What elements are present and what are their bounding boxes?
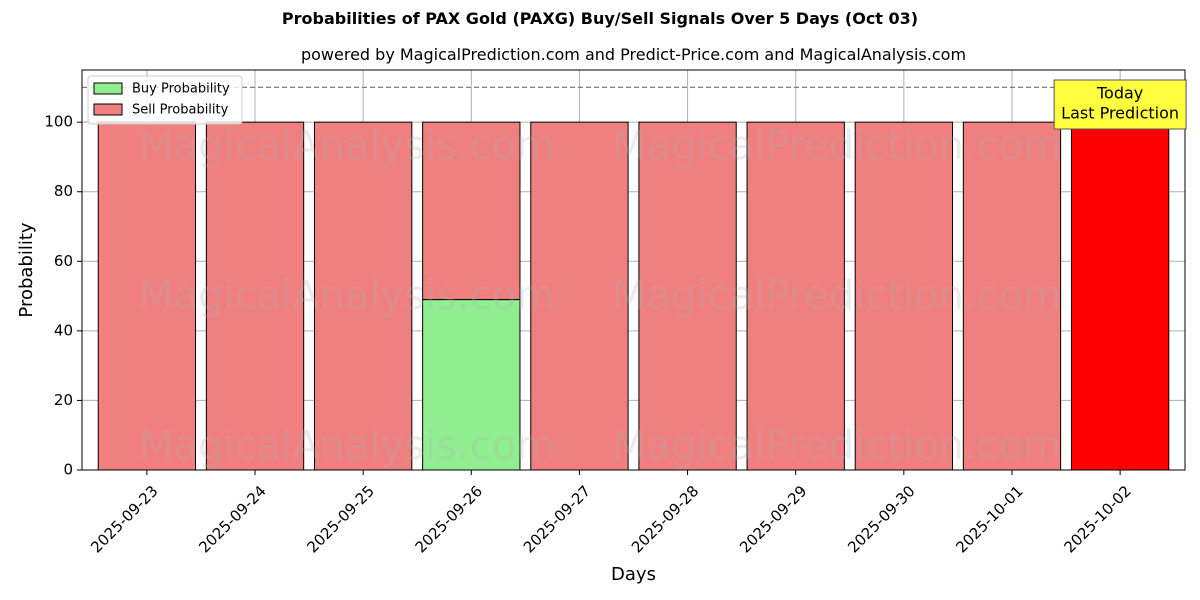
legend-swatch-buy <box>93 82 123 95</box>
y-tick-label: 80 <box>54 182 73 200</box>
x-tick-label: 2025-10-01 <box>952 482 1026 556</box>
y-tick-label: 40 <box>54 321 73 339</box>
watermark-text: MagicalAnalysis.com <box>139 423 555 469</box>
bar-sell <box>530 121 629 471</box>
plot-frame <box>81 69 1186 471</box>
bar-buy <box>422 299 521 471</box>
x-tick-label: 2025-09-25 <box>304 482 378 556</box>
bar-sell <box>1070 121 1170 471</box>
bar-sell <box>422 121 521 301</box>
x-tick-label: 2025-09-28 <box>628 482 702 556</box>
chart-title: Probabilities of PAX Gold (PAXG) Buy/Sel… <box>281 9 919 28</box>
y-tick-label: 0 <box>63 461 73 479</box>
bar-sell <box>313 121 413 471</box>
legend-box <box>87 75 243 125</box>
bar-sell <box>638 121 737 471</box>
y-tick-label: 60 <box>54 252 73 270</box>
annotation-text-line2: Last Prediction <box>1061 104 1179 123</box>
legend-label-buy: Buy Probability <box>132 82 230 97</box>
watermark-text: MagicalPrediction.com <box>612 423 1062 469</box>
annotation-text-line1: Today <box>1096 84 1143 103</box>
watermark-text: MagicalAnalysis.com <box>139 123 555 169</box>
chart-subtitle: powered by MagicalPrediction.com and Pre… <box>300 45 967 64</box>
x-tick-label: 2025-09-29 <box>736 482 810 556</box>
bar-sell <box>205 121 305 471</box>
bar-sell <box>962 121 1062 471</box>
bar-sell <box>97 121 197 471</box>
watermark-text: MagicalPrediction.com <box>612 123 1062 169</box>
y-tick-label: 20 <box>54 391 73 409</box>
x-axis-label: Days <box>611 564 656 585</box>
bar-sell <box>746 121 845 471</box>
bar-sell <box>854 121 954 471</box>
x-tick-label: 2025-10-02 <box>1060 482 1134 556</box>
x-tick-label: 2025-09-24 <box>195 482 269 556</box>
legend-label-sell: Sell Probability <box>132 103 229 118</box>
annotation-box <box>1053 79 1187 130</box>
x-tick-label: 2025-09-27 <box>520 482 594 556</box>
x-tick-label: 2025-09-23 <box>87 482 161 556</box>
watermark-text: MagicalAnalysis.com <box>139 273 555 319</box>
y-tick-label: 100 <box>44 113 73 131</box>
watermark-text: MagicalPrediction.com <box>612 273 1062 319</box>
x-tick-label: 2025-09-26 <box>412 482 486 556</box>
x-tick-label: 2025-09-30 <box>844 482 918 556</box>
legend-swatch-sell <box>93 103 123 116</box>
y-axis-label: Probability <box>16 222 37 317</box>
